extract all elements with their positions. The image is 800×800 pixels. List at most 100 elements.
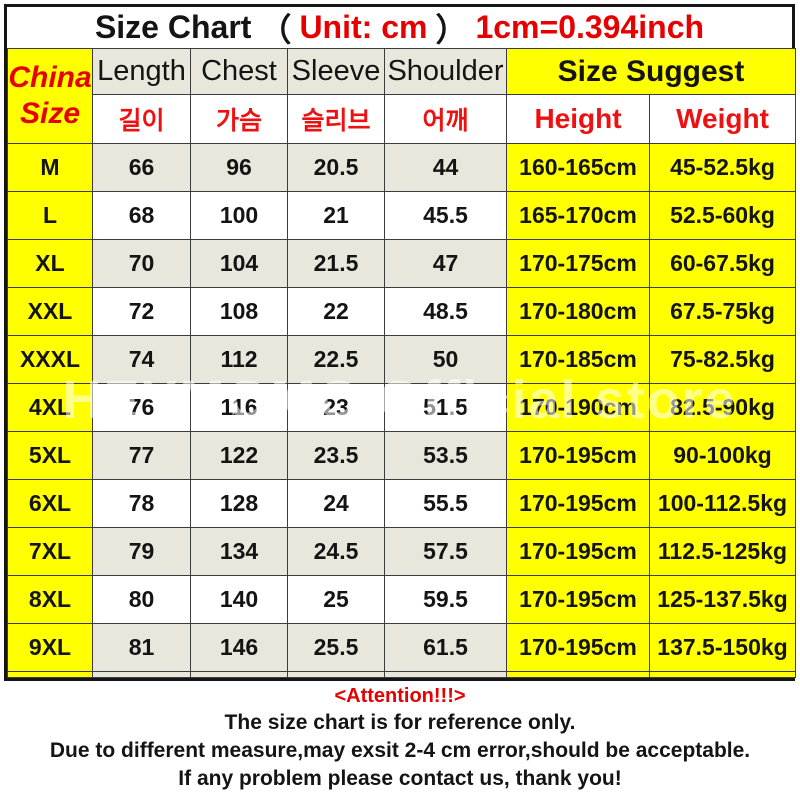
table-row-6xl: 6XL 78 128 24 55.5 170-195cm 100-112.5kg [7,479,796,528]
shoulder-cell: 47 [384,239,507,288]
length-cell: 66 [92,143,191,192]
shoulder-cell: 53.5 [384,431,507,480]
chest-cell: 96 [190,143,288,192]
weight-cell: 60-67.5kg [649,239,796,288]
table-row-5xl: 5XL 77 122 23.5 53.5 170-195cm 90-100kg [7,431,796,480]
size-cell: L [7,191,93,240]
table-bottom-sliver [7,671,796,678]
shoulder-cell: 61.5 [384,623,507,672]
table-row-8xl: 8XL 80 140 25 59.5 170-195cm 125-137.5kg [7,575,796,624]
size-cell: XL [7,239,93,288]
size-chart-board: Size Chart （ Unit: cm ） 1cm=0.394inch Ch… [4,4,796,681]
sleeve-cell: 21 [287,191,385,240]
shoulder-cell: 57.5 [384,527,507,576]
col-header-chest-korean: 가슴 [190,94,288,144]
weight-cell: 112.5-125kg [649,527,796,576]
size-cell: 4XL [7,383,93,432]
sleeve-cell: 23.5 [287,431,385,480]
shoulder-cell: 55.5 [384,479,507,528]
col-header-sleeve-korean: 슬리브 [287,94,385,144]
chest-cell: 134 [190,527,288,576]
header-row-korean: 길이 가슴 슬리브 어깨 Height Weight [8,94,796,144]
shoulder-cell: 59.5 [384,575,507,624]
length-cell: 80 [92,575,191,624]
footer-notes: <Attention!!!> The size chart is for ref… [0,683,800,793]
size-cell: 8XL [7,575,93,624]
height-cell: 160-165cm [506,143,650,192]
attention-label: <Attention!!!> [334,685,466,707]
height-cell: 170-195cm [506,623,650,672]
title-conversion: 1cm=0.394inch [475,9,705,45]
size-cell: 7XL [7,527,93,576]
col-header-height: Height [506,94,650,144]
size-cell: 5XL [7,431,93,480]
size-cell: 9XL [7,623,93,672]
weight-cell: 75-82.5kg [649,335,796,384]
col-header-shoulder-korean: 어깨 [384,94,507,144]
size-cell: XXXL [7,335,93,384]
sleeve-cell: 22.5 [287,335,385,384]
table-row-7xl: 7XL 79 134 24.5 57.5 170-195cm 112.5-125… [7,527,796,576]
size-table: China Size Length Chest Sleeve Shoulder … [7,48,796,678]
chest-cell: 140 [190,575,288,624]
size-suggest-header: Size Suggest [506,48,796,95]
col-header-length-korean: 길이 [92,94,191,144]
sleeve-cell: 20.5 [287,143,385,192]
table-row-m: M 66 96 20.5 44 160-165cm 45-52.5kg [7,143,796,192]
height-cell: 170-190cm [506,383,650,432]
chest-cell: 128 [190,479,288,528]
height-cell: 170-195cm [506,527,650,576]
chart-title: Size Chart （ Unit: cm ） 1cm=0.394inch [7,7,792,48]
length-cell: 70 [92,239,191,288]
col-header-sleeve: Sleeve [287,48,385,95]
weight-cell: 90-100kg [649,431,796,480]
size-cell: XXL [7,287,93,336]
height-cell: 165-170cm [506,191,650,240]
china-size-header: China Size [7,48,93,144]
table-row-4xl: 4XL 76 116 23 51.5 170-190cm 82.5-90kg [7,383,796,432]
table-row-l: L 68 100 21 45.5 165-170cm 52.5-60kg [7,191,796,240]
sleeve-cell: 22 [287,287,385,336]
weight-cell: 137.5-150kg [649,623,796,672]
note-line-3: If any problem please contact us, thank … [178,767,622,790]
col-header-length: Length [92,48,191,95]
table-row-9xl: 9XL 81 146 25.5 61.5 170-195cm 137.5-150… [7,623,796,672]
height-cell: 170-175cm [506,239,650,288]
weight-cell: 52.5-60kg [649,191,796,240]
col-header-weight: Weight [649,94,796,144]
shoulder-cell: 50 [384,335,507,384]
title-size-chart: Size Chart [94,9,252,45]
length-cell: 81 [92,623,191,672]
chest-cell: 146 [190,623,288,672]
table-row-xxxl: XXXL 74 112 22.5 50 170-185cm 75-82.5kg [7,335,796,384]
height-cell: 170-195cm [506,431,650,480]
size-cell: M [7,143,93,192]
length-cell: 79 [92,527,191,576]
height-cell: 170-180cm [506,287,650,336]
sleeve-cell: 25 [287,575,385,624]
sleeve-cell: 23 [287,383,385,432]
length-cell: 74 [92,335,191,384]
sleeve-cell: 25.5 [287,623,385,672]
length-cell: 68 [92,191,191,240]
note-line-2: Due to different measure,may exsit 2-4 c… [49,739,751,762]
title-paren-close: ） [435,11,468,48]
col-header-chest: Chest [190,48,288,95]
weight-cell: 82.5-90kg [649,383,796,432]
chest-cell: 116 [190,383,288,432]
title-unit: Unit: cm [299,9,428,45]
china-size-line1: China [8,61,92,94]
length-cell: 72 [92,287,191,336]
shoulder-cell: 51.5 [384,383,507,432]
height-cell: 170-185cm [506,335,650,384]
weight-cell: 100-112.5kg [649,479,796,528]
length-cell: 78 [92,479,191,528]
title-paren-open: （ [259,11,292,48]
weight-cell: 67.5-75kg [649,287,796,336]
shoulder-cell: 45.5 [384,191,507,240]
shoulder-cell: 48.5 [384,287,507,336]
header-row-en: China Size Length Chest Sleeve Shoulder … [7,48,796,144]
chest-cell: 122 [190,431,288,480]
weight-cell: 45-52.5kg [649,143,796,192]
